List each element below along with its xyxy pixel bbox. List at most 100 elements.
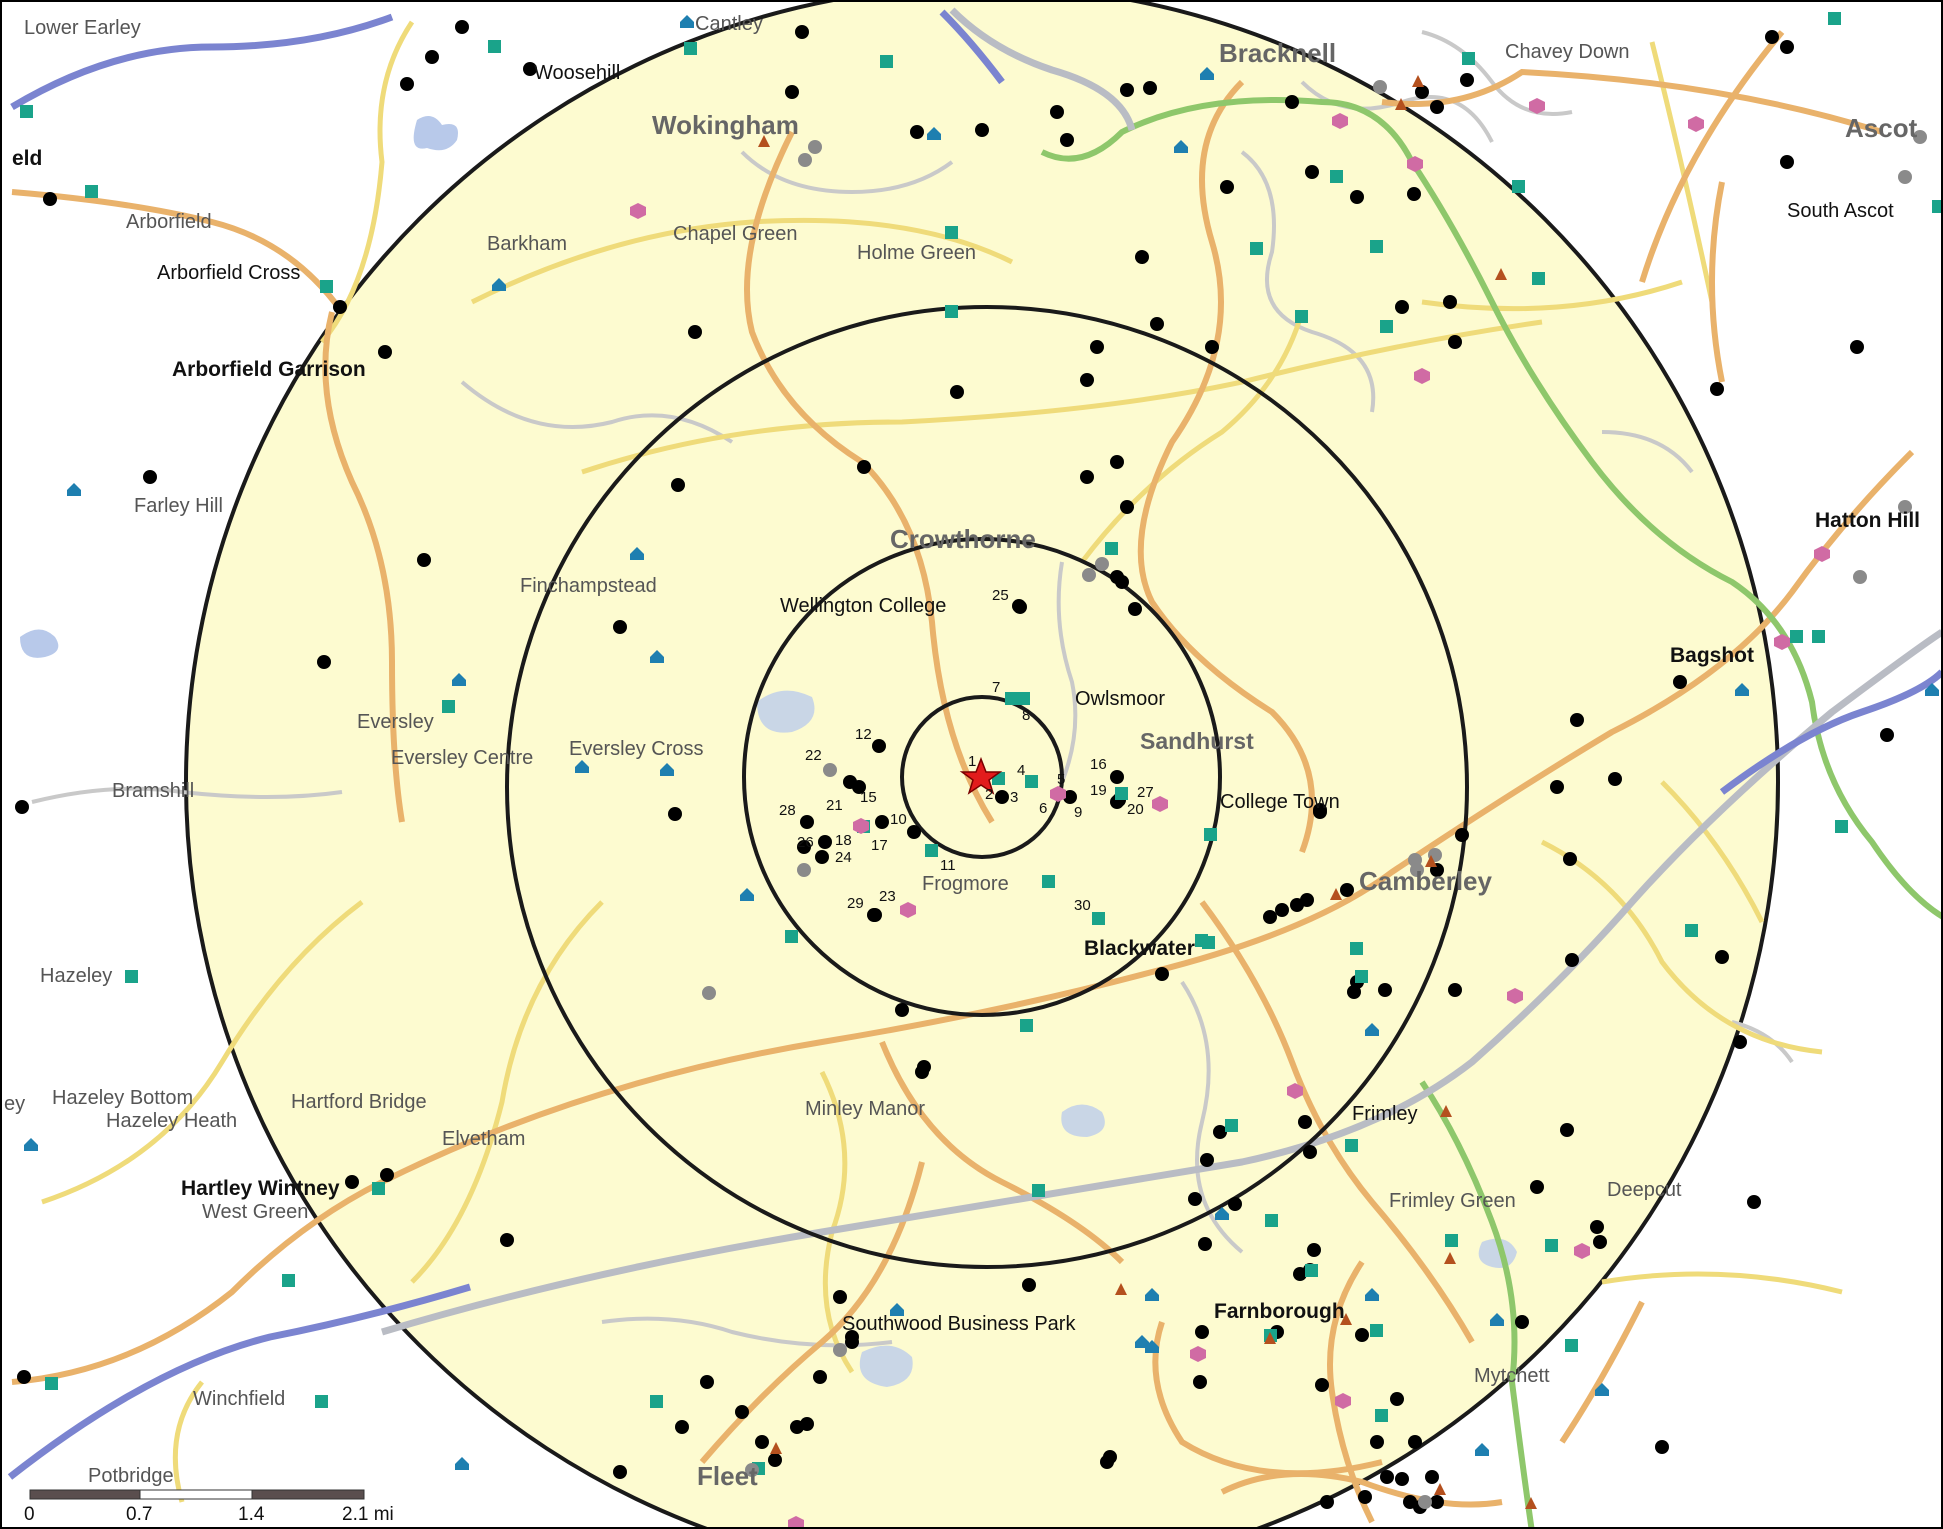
site-dot bbox=[1060, 133, 1074, 147]
site-dot bbox=[857, 460, 871, 474]
site-number-label: 20 bbox=[1127, 801, 1144, 818]
blue-marker bbox=[927, 127, 941, 140]
teal-marker bbox=[1305, 1264, 1318, 1277]
site-dot bbox=[1193, 1375, 1207, 1389]
site-dot bbox=[1195, 1325, 1209, 1339]
site-dot bbox=[378, 345, 392, 359]
teal-marker bbox=[1017, 692, 1030, 705]
site-dot bbox=[800, 815, 814, 829]
site-number-label: 29 bbox=[847, 895, 864, 912]
minor-road bbox=[1421, 279, 1683, 312]
site-dot bbox=[1305, 165, 1319, 179]
site-dot bbox=[1655, 1440, 1669, 1454]
site-dot bbox=[613, 1465, 627, 1479]
gray-marker bbox=[702, 986, 716, 1000]
place-label: College Town bbox=[1220, 791, 1340, 813]
railway-line bbox=[380, 629, 1941, 1336]
site-dot bbox=[700, 1375, 714, 1389]
minor-road bbox=[1080, 311, 1305, 564]
radius-ring-3 bbox=[505, 305, 1469, 1269]
teal-markers bbox=[20, 12, 1941, 1475]
teal-marker bbox=[20, 105, 33, 118]
local-road bbox=[1601, 430, 1694, 474]
red-star-icon[interactable] bbox=[959, 756, 1003, 795]
place-label: Hazeley bbox=[40, 965, 112, 987]
pink-marker bbox=[900, 902, 916, 918]
site-dot bbox=[785, 85, 799, 99]
place-label: Woosehill bbox=[534, 62, 620, 84]
minor-road bbox=[172, 1380, 204, 1503]
place-label: Camberley bbox=[1359, 866, 1492, 896]
blue-marker bbox=[650, 650, 664, 663]
teal-marker bbox=[1020, 1019, 1033, 1032]
site-dot bbox=[380, 1168, 394, 1182]
minor-road bbox=[320, 20, 415, 344]
place-label: Ascot bbox=[1845, 113, 1918, 143]
gray-marker bbox=[823, 763, 837, 777]
green-road bbox=[1040, 97, 1941, 920]
blue-marker bbox=[1735, 683, 1749, 696]
blue-marker bbox=[1145, 1288, 1159, 1301]
teal-marker bbox=[1812, 630, 1825, 643]
place-label: Eversley bbox=[357, 711, 434, 733]
major-road bbox=[1559, 1300, 1645, 1444]
pink-marker bbox=[788, 1516, 804, 1527]
site-dot bbox=[1275, 903, 1289, 917]
site-dot bbox=[1608, 772, 1622, 786]
site-dot bbox=[800, 1417, 814, 1431]
gray-marker bbox=[1853, 570, 1867, 584]
pink-marker bbox=[1507, 988, 1523, 1004]
minor-road bbox=[1601, 1271, 1843, 1295]
blue-marker bbox=[890, 1303, 904, 1316]
water-body bbox=[413, 116, 458, 151]
site-dot bbox=[1090, 340, 1104, 354]
site-dot bbox=[815, 850, 829, 864]
pink-marker bbox=[1814, 546, 1830, 562]
site-dot bbox=[1565, 953, 1579, 967]
site-dot bbox=[1407, 187, 1421, 201]
teal-marker bbox=[1092, 912, 1105, 925]
site-dot bbox=[1285, 95, 1299, 109]
major-road bbox=[1639, 30, 1785, 283]
blue-marker bbox=[1365, 1288, 1379, 1301]
site-dot bbox=[795, 25, 809, 39]
teal-marker bbox=[945, 226, 958, 239]
teal-marker bbox=[1828, 12, 1841, 25]
pink-marker bbox=[1688, 116, 1704, 132]
scale-bar-label: 0.7 bbox=[126, 1504, 152, 1525]
place-label: Frimley Green bbox=[1389, 1190, 1516, 1212]
pink-marker bbox=[1529, 98, 1545, 114]
water-body bbox=[757, 690, 815, 733]
gray-markers bbox=[702, 80, 1927, 1509]
site-dots bbox=[15, 20, 1894, 1514]
site-dot bbox=[1120, 500, 1134, 514]
minor-road bbox=[470, 217, 1014, 305]
site-dot bbox=[1563, 852, 1577, 866]
blue-marker bbox=[452, 673, 466, 686]
teal-marker bbox=[45, 1377, 58, 1390]
major-road bbox=[1381, 68, 1883, 135]
place-label: Arborfield Cross bbox=[157, 262, 300, 284]
site-dot bbox=[1380, 1470, 1394, 1484]
site-number-label: 12 bbox=[855, 726, 872, 743]
site-dot bbox=[1425, 1470, 1439, 1484]
teal-marker bbox=[1835, 820, 1848, 833]
blue-marker bbox=[492, 278, 506, 291]
site-dot bbox=[425, 50, 439, 64]
site-dot bbox=[1448, 335, 1462, 349]
place-label: Bracknell bbox=[1219, 38, 1336, 68]
site-dot bbox=[875, 815, 889, 829]
blue-marker bbox=[24, 1138, 38, 1151]
brown-marker bbox=[1330, 888, 1342, 900]
brown-marker bbox=[1495, 268, 1507, 280]
blue-marker bbox=[740, 888, 754, 901]
pink-marker bbox=[1574, 1243, 1590, 1259]
teal-marker bbox=[1512, 180, 1525, 193]
place-label: Farley Hill bbox=[134, 495, 223, 517]
teal-marker bbox=[442, 700, 455, 713]
blue-marker bbox=[1925, 683, 1939, 696]
scale-bar-segment bbox=[29, 1489, 141, 1500]
minor-road bbox=[41, 900, 364, 1205]
